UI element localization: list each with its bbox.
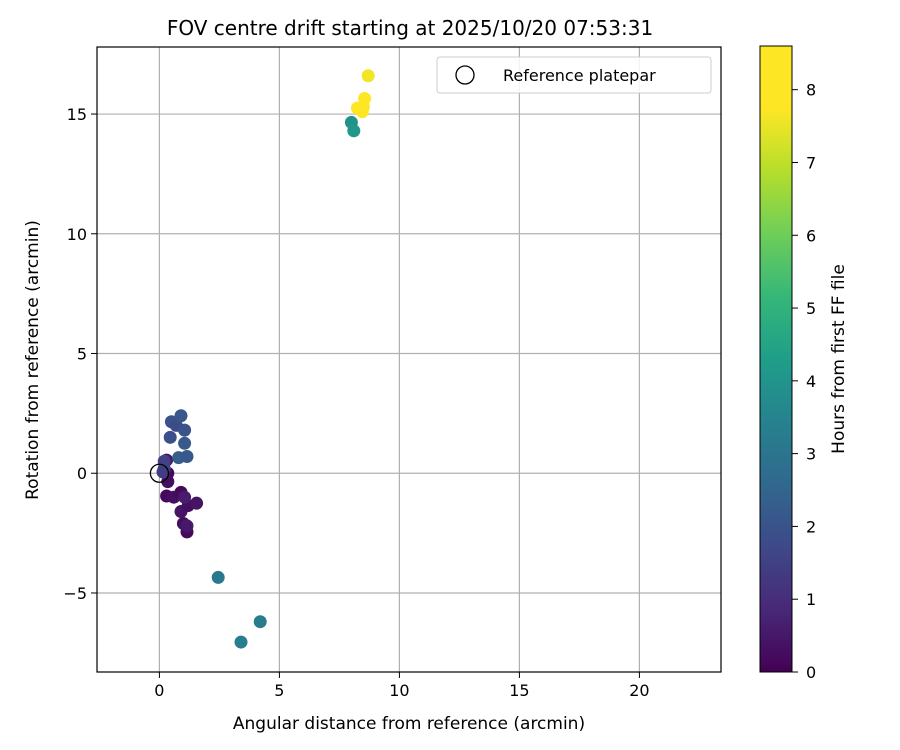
data-point — [161, 475, 175, 489]
colorbar-tick-label: 7 — [806, 153, 816, 172]
data-point — [190, 496, 204, 510]
x-tick-label: 0 — [154, 681, 164, 700]
colorbar-label: Hours from first FF file — [829, 264, 849, 454]
colorbar-ticks: 0 1 2 3 4 5 6 7 8 — [792, 81, 816, 682]
data-point — [178, 490, 192, 504]
colorbar-tick-label: 2 — [806, 517, 816, 536]
y-tick-label: 0 — [77, 464, 87, 483]
legend-label: Reference platepar — [503, 66, 656, 85]
colorbar-tick-label: 8 — [806, 81, 816, 100]
x-axis-label: Angular distance from reference (arcmin) — [233, 714, 585, 734]
data-point — [358, 91, 372, 105]
colorbar-tick-label: 6 — [806, 226, 816, 245]
data-point — [253, 615, 267, 629]
data-point — [178, 423, 192, 437]
y-axis-label: Rotation from reference (arcmin) — [23, 220, 43, 500]
colorbar-tick-label: 4 — [806, 372, 816, 391]
colorbar-tick-label: 1 — [806, 590, 816, 609]
ticks-layer: 0 5 10 15 20 −5 0 5 10 15 — [63, 105, 649, 700]
x-tick-label: 15 — [509, 681, 529, 700]
legend: Reference platepar — [436, 56, 712, 94]
data-point — [180, 519, 194, 533]
y-tick-label: 10 — [67, 225, 87, 244]
data-point — [361, 69, 375, 83]
x-tick-label: 5 — [274, 681, 284, 700]
y-tick-label: 5 — [77, 345, 87, 364]
data-point — [174, 409, 188, 423]
y-tick-label: 15 — [67, 105, 87, 124]
colorbar: 0 1 2 3 4 5 6 7 8 Hours from first FF file — [759, 45, 849, 682]
data-point — [156, 465, 170, 479]
legend-box — [436, 56, 712, 94]
colorbar-tick-label: 5 — [806, 299, 816, 318]
data-point — [347, 124, 361, 138]
y-tick-label: −5 — [63, 584, 87, 603]
data-point — [178, 436, 192, 450]
data-point — [180, 449, 194, 463]
colorbar-tick-label: 3 — [806, 445, 816, 464]
data-point — [234, 635, 248, 649]
colorbar-tick-label: 0 — [806, 663, 816, 682]
x-tick-label: 20 — [629, 681, 649, 700]
grid-layer — [97, 47, 721, 672]
plot-area-frame — [96, 46, 722, 673]
data-point — [211, 570, 225, 584]
points-layer — [149, 69, 375, 649]
reference-platepar-marker — [149, 463, 170, 483]
legend-reference-marker — [455, 65, 475, 85]
x-tick-label: 10 — [389, 681, 409, 700]
colorbar-gradient — [759, 45, 793, 673]
chart-title: FOV centre drift starting at 2025/10/20 … — [167, 16, 653, 40]
data-point — [163, 430, 177, 444]
